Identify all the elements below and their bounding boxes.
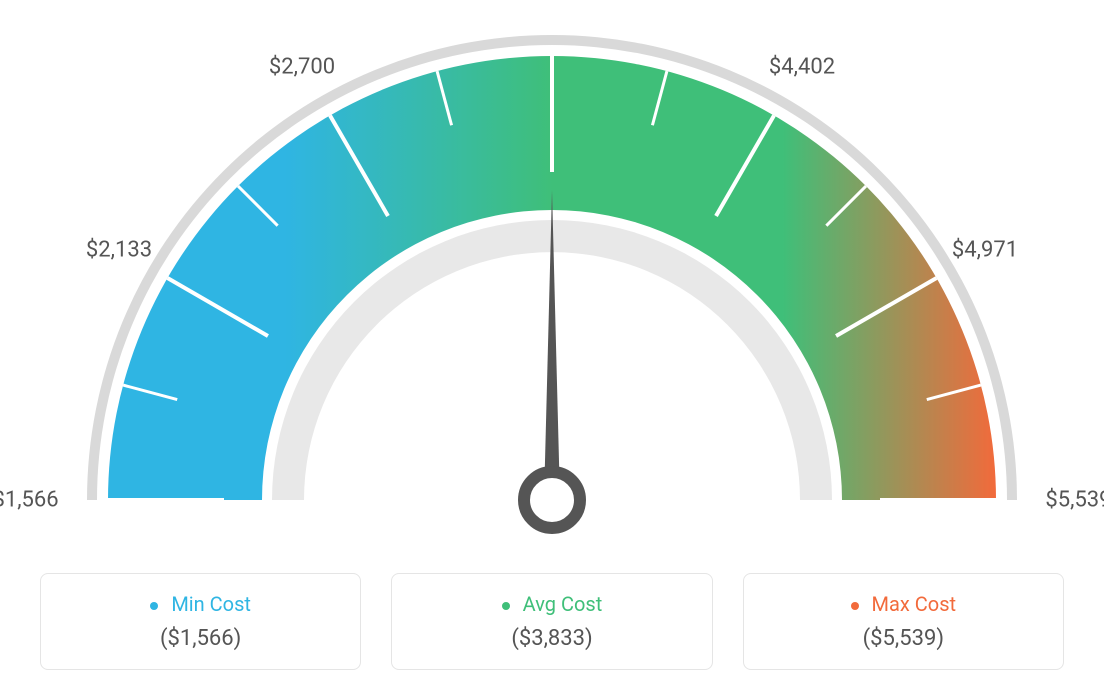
- legend-max-title-text: Max Cost: [872, 592, 957, 616]
- dot-icon: [150, 602, 158, 610]
- legend-min-title-text: Min Cost: [171, 592, 251, 616]
- dot-icon: [502, 602, 510, 610]
- gauge-scale-label: $5,539: [1045, 488, 1104, 513]
- legend-max-value: ($5,539): [754, 626, 1053, 651]
- legend-max-title: Max Cost: [754, 592, 1053, 616]
- gauge-scale-label: $2,133: [86, 238, 152, 263]
- dot-icon: [851, 602, 859, 610]
- gauge-scale-label: $4,402: [769, 54, 835, 79]
- legend-min-value: ($1,566): [51, 626, 350, 651]
- gauge-chart: $1,566$2,133$2,700$3,833$4,402$4,971$5,5…: [0, 0, 1104, 555]
- legend-max-box: Max Cost ($5,539): [743, 573, 1064, 670]
- legend-avg-title-text: Avg Cost: [523, 592, 603, 616]
- legend-min-box: Min Cost ($1,566): [40, 573, 361, 670]
- legend-avg-title: Avg Cost: [402, 592, 701, 616]
- legend-min-title: Min Cost: [51, 592, 350, 616]
- gauge-svg: [0, 0, 1104, 555]
- gauge-scale-label: $1,566: [0, 488, 59, 513]
- legend-avg-box: Avg Cost ($3,833): [391, 573, 712, 670]
- gauge-scale-label: $2,700: [269, 54, 335, 79]
- legend-avg-value: ($3,833): [402, 626, 701, 651]
- legend-row: Min Cost ($1,566) Avg Cost ($3,833) Max …: [0, 573, 1104, 670]
- gauge-scale-label: $4,971: [952, 238, 1018, 263]
